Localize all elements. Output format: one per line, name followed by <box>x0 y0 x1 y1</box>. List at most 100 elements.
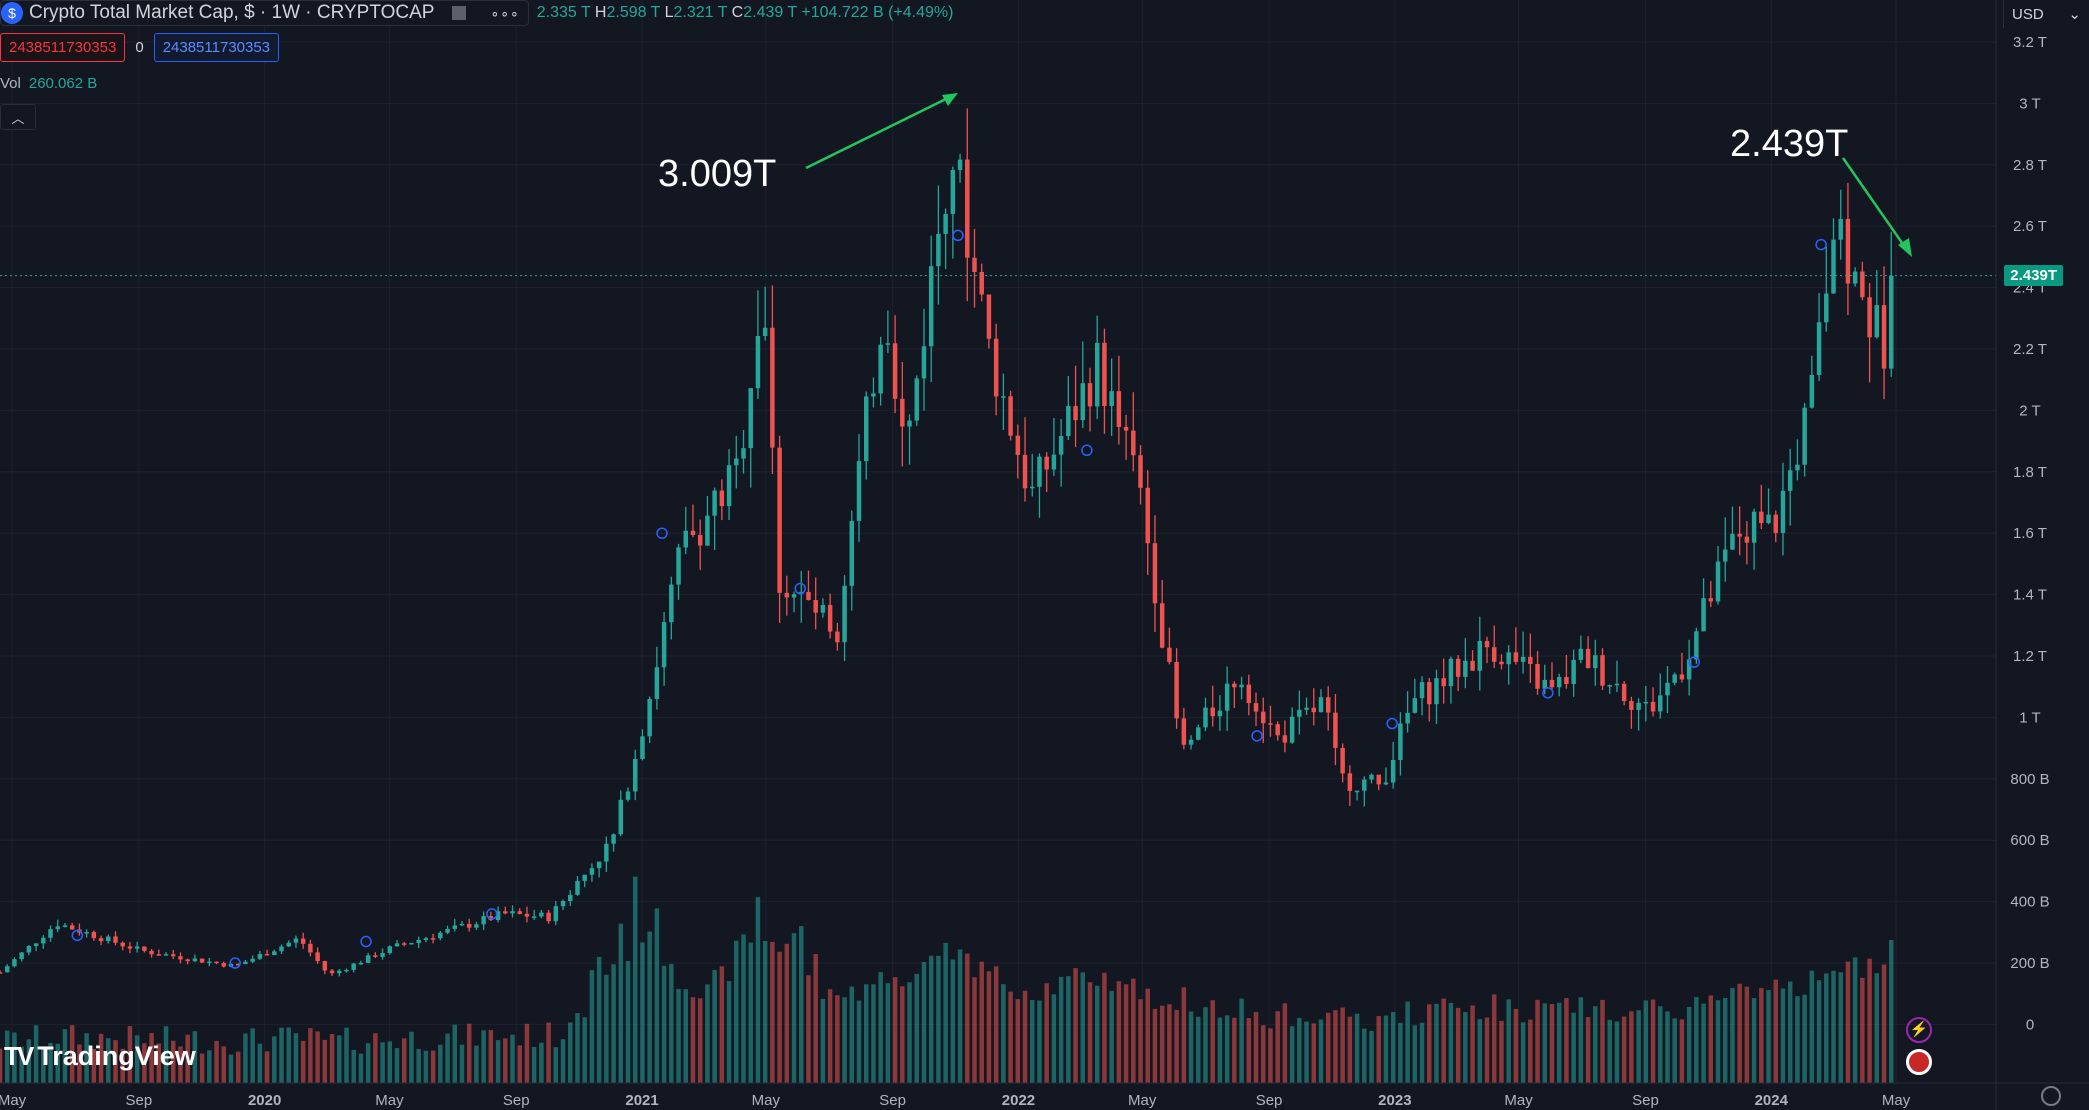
volume-bar <box>1564 997 1569 1083</box>
volume-bar <box>1737 983 1742 1083</box>
candle-body <box>1665 682 1670 696</box>
volume-bar <box>1520 1022 1526 1083</box>
dollar-coin-icon: $ <box>1 2 23 24</box>
volume-bar <box>401 1038 407 1083</box>
event-marker <box>1688 656 1701 668</box>
current-annotation[interactable]: 2.439T <box>1730 123 1849 165</box>
candle-body <box>820 604 826 613</box>
settings-gear-icon[interactable] <box>2041 1086 2061 1106</box>
volume-legend[interactable]: Vol 260.062 B <box>0 75 97 92</box>
currency-selector[interactable]: USD ⌄ <box>2003 0 2089 28</box>
candle-body <box>149 950 154 955</box>
volume-bar <box>1463 1012 1468 1083</box>
event-marker <box>1251 730 1263 742</box>
volume-bar <box>1665 1011 1670 1083</box>
candle-body <box>1600 655 1605 686</box>
candle-body <box>1203 707 1208 728</box>
volume-bar <box>1058 976 1064 1083</box>
candle-body <box>1708 598 1714 602</box>
volume-bar <box>618 923 624 1083</box>
volume-bar <box>315 1031 320 1083</box>
peak-annotation[interactable]: 3.009T <box>658 153 777 195</box>
volume-bar <box>604 974 609 1083</box>
candle-body <box>791 594 797 598</box>
volume-bar <box>748 942 753 1083</box>
candle-body <box>445 928 450 933</box>
candle-body <box>553 906 559 922</box>
peak-arrow <box>805 94 953 170</box>
volume-bar <box>856 1000 862 1083</box>
volume-bar <box>1701 1003 1706 1083</box>
candle-body <box>1333 712 1338 748</box>
volume-bar <box>1094 985 1100 1083</box>
y-axis[interactable]: 3.2 T3 T2.8 T2.6 T2.4 T2.2 T2 T1.8 T1.6 … <box>1995 0 2050 1110</box>
volume-bar <box>120 1048 125 1083</box>
volume-bar <box>344 1027 349 1083</box>
candle-body <box>690 530 696 535</box>
close-label: C <box>731 4 744 21</box>
candle-body <box>495 911 501 921</box>
current-arrow[interactable] <box>1841 157 1909 251</box>
candle-body <box>1109 391 1114 407</box>
chart-grid <box>0 0 1996 1083</box>
candle-body <box>871 393 876 397</box>
candle-body <box>127 946 133 949</box>
sell-button[interactable]: 2438511730353 <box>0 33 126 62</box>
candle-body <box>1239 684 1244 688</box>
volume-bar <box>1390 1011 1396 1083</box>
candle-body <box>1470 660 1475 671</box>
volume-bar <box>293 1033 299 1083</box>
volume-bar <box>885 983 891 1083</box>
candle-body <box>12 959 17 967</box>
candle-body <box>993 338 999 397</box>
candle-body <box>1773 514 1778 533</box>
flag-icon[interactable] <box>452 6 467 20</box>
tradingview-logo[interactable]: TV TradingView <box>4 1041 196 1072</box>
x-tick-label: 2020 <box>248 1092 281 1109</box>
symbol-selector[interactable]: $ Crypto Total Market Cap, $ · 1W · CRYP… <box>0 0 529 26</box>
volume-bar <box>524 1023 530 1083</box>
volume-bar <box>892 977 898 1083</box>
event-marker <box>1081 444 1093 457</box>
us-flag-icon[interactable] <box>1906 1049 1932 1075</box>
volume-bar <box>272 1036 277 1083</box>
symbol-title[interactable]: Crypto Total Market Cap, $ · 1W · CRYPTO… <box>29 2 435 23</box>
buy-button[interactable]: 2438511730353 <box>153 33 280 62</box>
volume-bar <box>221 1046 227 1083</box>
candle-body <box>1318 697 1324 713</box>
y-tick-label: 2 T <box>2019 402 2040 419</box>
candle-body <box>755 335 761 389</box>
candle-body <box>1159 603 1165 648</box>
volume-bar <box>661 965 667 1083</box>
candle-body <box>950 170 956 214</box>
y-tick-label: 2.6 T <box>2013 218 2047 235</box>
x-axis[interactable]: May Sep 2020 May Sep 2021 May Sep 2022 May Sep 2023… <box>0 1082 2089 1109</box>
volume-bar <box>1275 1011 1280 1083</box>
candle-body <box>1224 683 1230 711</box>
candle-body <box>1217 710 1223 717</box>
candle-body <box>604 843 609 862</box>
candle-body <box>1679 674 1685 680</box>
volume-bar <box>835 995 840 1083</box>
candle-body <box>1087 383 1093 407</box>
lightning-icon[interactable]: ⚡ <box>1906 1017 1932 1043</box>
volume-bar <box>1145 988 1150 1083</box>
candle-body <box>1780 490 1786 533</box>
collapse-legend-button[interactable]: ︿ <box>0 104 36 130</box>
volume-bar <box>171 1040 176 1083</box>
volume-bar <box>1874 973 1880 1083</box>
candle-body <box>120 942 125 947</box>
volume-bar <box>192 1031 198 1083</box>
candle-body <box>1867 297 1872 338</box>
candle-body <box>1578 648 1584 660</box>
candle-body <box>1672 674 1677 683</box>
volume-bar <box>575 1013 580 1083</box>
candle-body <box>1463 660 1468 677</box>
more-options-icon[interactable]: ∘∘∘ <box>490 4 520 21</box>
volume-bar <box>77 1044 82 1083</box>
candle-body <box>1766 514 1771 524</box>
event-marker <box>486 908 498 920</box>
candle-body <box>430 938 436 940</box>
candle-body <box>1701 598 1706 632</box>
